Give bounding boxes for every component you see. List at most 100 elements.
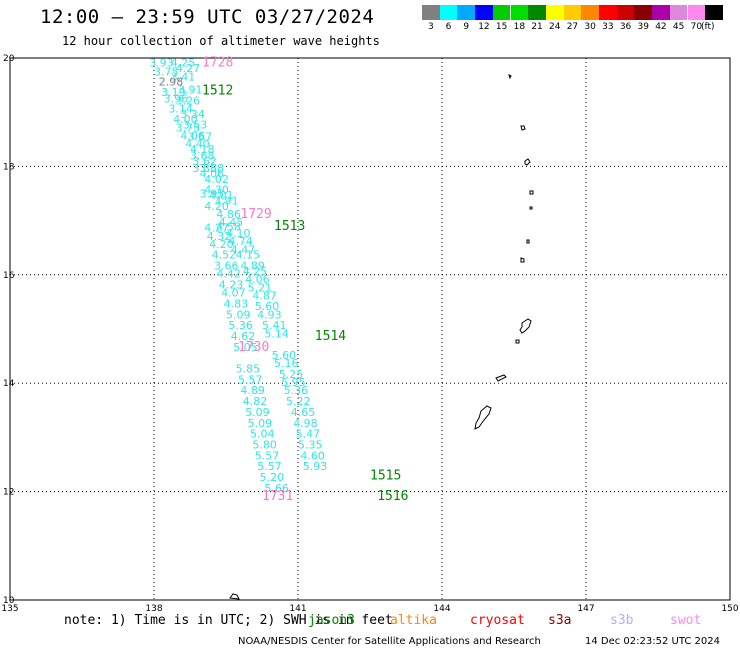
- wave-height-label: 3.93: [149, 56, 174, 69]
- wave-height-label: 5.35: [298, 438, 323, 451]
- wave-height-label: 4.30: [204, 184, 229, 197]
- track-id-label: 1515: [370, 468, 401, 483]
- wave-height-label: 4.25: [171, 56, 196, 69]
- wave-height-label: 4.02: [204, 173, 229, 186]
- color-swatch: [563, 5, 582, 20]
- wave-height-label: 4.42: [216, 268, 241, 281]
- wave-height-label: 3.26: [176, 94, 201, 107]
- wave-height-label: 3.62: [192, 155, 217, 168]
- wave-height-label: 3.95: [200, 188, 225, 201]
- wave-height-label: 4.27: [204, 222, 229, 235]
- color-scale-label: 3: [427, 22, 434, 32]
- island-outline: [526, 239, 530, 244]
- color-swatch: [652, 5, 670, 20]
- wave-height-label: 5.09: [248, 417, 273, 430]
- color-scale-label: 21: [531, 22, 543, 32]
- wave-height-label: 5.80: [252, 438, 277, 451]
- wave-height-label: 4.25: [243, 265, 267, 278]
- track-id-label: 1512: [202, 84, 233, 99]
- wave-height-label: 4.47: [231, 243, 256, 256]
- x-tick-label: 138: [145, 604, 162, 614]
- wave-height-label: 4.65: [291, 406, 316, 419]
- wave-height-label: 3.66: [214, 260, 239, 273]
- wave-height-label: 4.98: [293, 417, 318, 430]
- wave-height-label: 3.38: [192, 162, 217, 175]
- wave-height-label: 3.91: [178, 83, 203, 96]
- y-tick-label: 16: [3, 271, 15, 281]
- wave-height-label: 3.91: [214, 195, 239, 208]
- wave-height-label: 5.41: [262, 319, 287, 332]
- y-tick-label: 10: [3, 596, 15, 606]
- wave-height-label: 3.75: [154, 66, 179, 79]
- satellite-legend-item: swot: [670, 613, 702, 628]
- wave-height-label: 4.93: [257, 308, 282, 321]
- wave-height-label: 3.19: [161, 86, 186, 99]
- satellite-legend-item: s3b: [610, 613, 634, 628]
- wave-height-label: 5.20: [260, 471, 285, 484]
- wave-height-label: 4.07: [221, 287, 246, 300]
- wave-height-label: 4.86: [216, 208, 241, 221]
- wave-height-label: 3.67: [188, 131, 213, 144]
- wave-height-label: 4.82: [243, 395, 267, 408]
- color-scale-label: 27: [566, 22, 579, 32]
- wave-height-label: 4.89: [240, 384, 265, 397]
- x-tick-label: 141: [289, 604, 306, 614]
- color-swatch: [439, 5, 458, 20]
- wave-height-label: 5.04: [250, 428, 275, 441]
- wave-height-label: 5.57: [257, 460, 282, 473]
- color-swatch: [669, 5, 688, 20]
- wave-height-label: 5.85: [236, 363, 261, 376]
- track-id-label: 1516: [377, 489, 408, 504]
- island-outline: [474, 405, 492, 430]
- wave-height-label: 5.60: [255, 300, 279, 313]
- color-swatch: [422, 5, 440, 20]
- color-swatch: [457, 5, 476, 20]
- x-tick-label: 135: [1, 604, 18, 614]
- color-scale-label: 18: [513, 22, 526, 32]
- y-tick-label: 20: [3, 54, 15, 64]
- color-swatch: [705, 5, 723, 20]
- wave-height-label: 5.93: [303, 460, 328, 473]
- wave-height-label: 4.18: [190, 143, 215, 156]
- color-scale-label: 45: [672, 22, 685, 32]
- wave-height-label: 4.45: [219, 216, 244, 229]
- wave-height-label: 4.62: [231, 330, 256, 343]
- wave-height-label: 4.20: [204, 200, 229, 213]
- color-swatch: [599, 5, 617, 20]
- wave-height-label: 4.87: [252, 289, 277, 302]
- color-swatch: [510, 5, 529, 20]
- wave-height-label: 5.36: [284, 384, 309, 397]
- color-swatch: [545, 5, 564, 20]
- wave-height-label: 4.10: [226, 227, 251, 240]
- color-scale-label: 24: [549, 22, 561, 32]
- wave-height-label: 3.75: [176, 121, 201, 134]
- wave-height-label: 3.58: [200, 162, 225, 175]
- island-outline: [520, 257, 525, 263]
- color-swatch: [492, 5, 511, 20]
- wave-height-label: 5.09: [226, 308, 251, 321]
- track-id-label: 1513: [274, 219, 305, 234]
- wave-height-label: 2.98: [159, 75, 184, 88]
- satellite-legend-item: jason3: [308, 613, 355, 628]
- page-title: 12:00 – 23:59 UTC 03/27/2024: [40, 6, 375, 28]
- wave-height-label: 3.41: [171, 70, 196, 83]
- color-swatch: [581, 5, 599, 20]
- island-outline: [495, 374, 507, 382]
- wave-height-label: 4.83: [224, 298, 249, 311]
- wave-height-label: 5.57: [238, 373, 263, 386]
- wave-height-label: 4.27: [176, 62, 201, 75]
- island-outline: [524, 158, 531, 166]
- wave-height-label: 4.06: [180, 130, 205, 143]
- satellite-legend-item: s3a: [548, 613, 572, 628]
- color-scale-label: 9: [463, 22, 470, 32]
- footer-credit: NOAA/NESDIS Center for Satellite Applica…: [238, 636, 541, 647]
- track-id-label: 1728: [202, 55, 233, 70]
- wave-height-label: 5.57: [255, 449, 279, 462]
- y-tick-label: 14: [3, 379, 15, 389]
- color-scale-unit: (ft): [701, 22, 715, 32]
- island-outline: [529, 190, 534, 195]
- page-subtitle: 12 hour collection of altimeter wave hei…: [62, 34, 380, 48]
- color-scale-label: 6: [445, 22, 452, 32]
- island-outline: [229, 593, 240, 600]
